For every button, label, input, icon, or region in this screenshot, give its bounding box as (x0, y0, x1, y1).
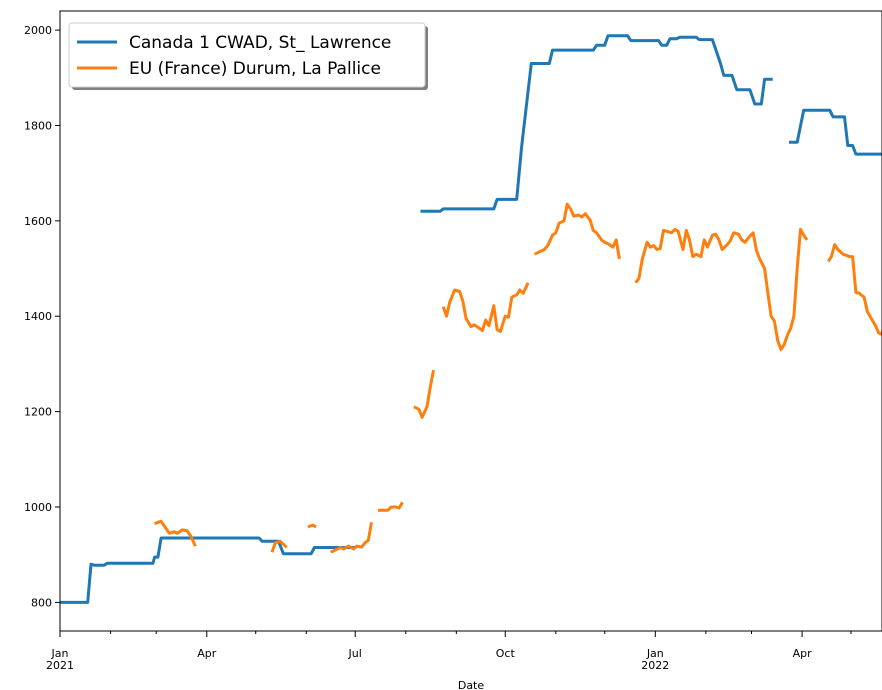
series-1-line-segment-9 (826, 243, 882, 336)
x-tick-year-label: 2022 (641, 659, 669, 672)
legend-label: Canada 1 CWAD, St_ Lawrence (129, 33, 391, 53)
legend-box (68, 22, 426, 88)
series-1-line-segment-3 (330, 522, 373, 554)
y-tick-label: 800 (31, 596, 52, 609)
series-1-line-segment-5 (413, 369, 435, 419)
series-1-line-segment-1 (270, 539, 288, 553)
series-1-line-segment-0 (154, 519, 197, 547)
x-tick-label: Apr (793, 647, 813, 660)
series-1-line-segment-4 (378, 501, 404, 512)
y-tick-label: 1800 (24, 119, 52, 132)
x-tick-label: Jan (646, 647, 664, 660)
series-0-line-segment-0 (60, 536, 356, 604)
y-tick-label: 1000 (24, 501, 52, 514)
y-tick-label: 1600 (24, 215, 52, 228)
plot-area (59, 10, 882, 632)
series-0 (60, 34, 882, 604)
x-tick-label: Oct (496, 647, 516, 660)
x-tick-year-label: 2021 (46, 659, 74, 672)
series-1-line-segment-7 (533, 202, 621, 260)
series-1-line-segment-8 (634, 227, 809, 352)
x-tick-label: Apr (197, 647, 217, 660)
series-0-line-segment-2 (789, 108, 882, 156)
series-0-line-segment-1 (420, 34, 773, 213)
x-tick-label: Jan (51, 647, 69, 660)
series-1 (154, 202, 882, 554)
x-axis-label: Date (458, 679, 485, 690)
series-1-line-segment-2 (307, 523, 317, 529)
series-1-line-segment-6 (441, 282, 530, 333)
y-tick-label: 1200 (24, 406, 52, 419)
y-axis: 800 1000 1200 1400 1600 1800 2000 (24, 24, 60, 609)
plot-frame (59, 10, 882, 632)
legend-label: EU (France) Durum, La Pallice (129, 59, 381, 79)
legend: Canada 1 CWAD, St_ Lawrence EU (France) D… (68, 22, 428, 90)
y-tick-label: 1400 (24, 310, 52, 323)
series-layer (60, 34, 882, 604)
y-tick-label: 2000 (24, 24, 52, 37)
x-tick-label: Jul (348, 647, 362, 660)
